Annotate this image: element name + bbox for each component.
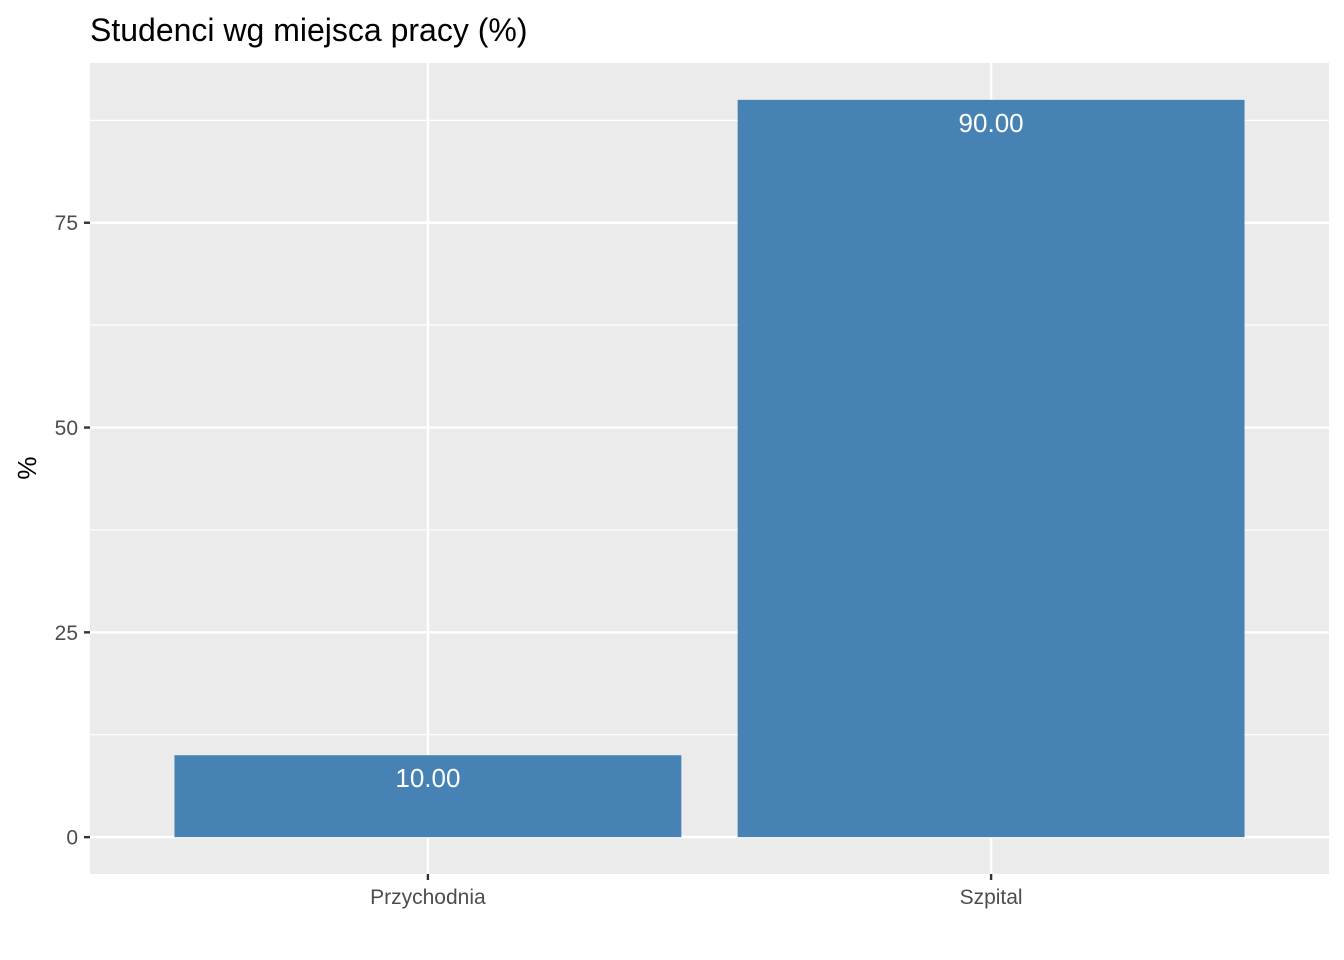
x-axis: Przychodnia Szpital [370, 874, 1023, 909]
y-tick-label: 75 [55, 212, 78, 235]
bar-value-label: 90.00 [959, 108, 1024, 138]
bar-value-label: 10.00 [395, 763, 460, 793]
bar-szpital [737, 99, 1245, 838]
chart-title: Studenci wg miejsca pracy (%) [90, 12, 527, 48]
y-axis-title: % [12, 456, 42, 479]
y-tick-label: 25 [55, 622, 78, 645]
y-tick-label: 50 [55, 417, 78, 440]
x-tick-label: Szpital [960, 886, 1023, 909]
bar-przychodnia [174, 755, 682, 838]
y-axis: 0 25 50 75 [55, 212, 90, 850]
y-tick-label: 0 [66, 827, 78, 850]
bars [174, 99, 1245, 838]
bar-value-labels: 10.00 90.00 [395, 108, 1023, 793]
x-tick-label: Przychodnia [370, 886, 486, 909]
